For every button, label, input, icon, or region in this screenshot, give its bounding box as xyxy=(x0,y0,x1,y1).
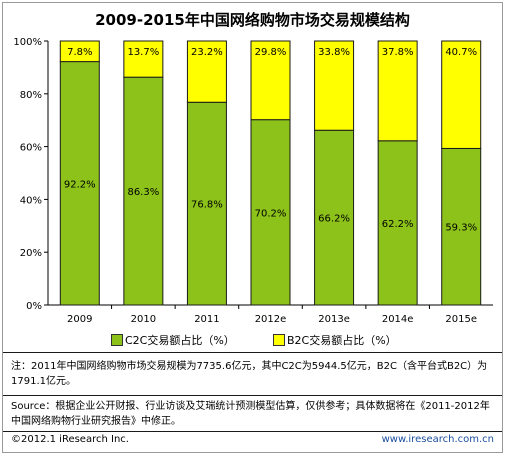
divider-bottom xyxy=(3,431,502,432)
y-tick-label: 0% xyxy=(26,301,42,312)
divider-top xyxy=(3,352,502,353)
chart-title: 2009-2015年中国网络购物市场交易规模结构 xyxy=(95,11,410,29)
bar-label-b2c: 7.8% xyxy=(67,47,92,58)
bar-label-c2c: 59.3% xyxy=(445,223,477,234)
legend-swatch-c2c xyxy=(111,334,123,346)
bar-c2c xyxy=(250,119,291,306)
bar-c2c xyxy=(377,140,418,306)
note-text: 注：2011年中国网络购物市场交易规模为7735.6亿元，其中C2C为5944.… xyxy=(11,361,488,387)
copyright: ©2012.1 iResearch Inc. xyxy=(11,434,129,445)
legend-swatch-b2c xyxy=(273,334,285,346)
bar-b2c xyxy=(377,40,418,142)
x-tick-label: 2015e xyxy=(445,314,477,325)
legend-item-b2c: B2C交易额占比（%） xyxy=(273,332,397,348)
y-tick-label: 80% xyxy=(20,90,42,101)
bar-label-b2c: 33.8% xyxy=(318,47,350,58)
legend-label-c2c: C2C交易额占比（%） xyxy=(125,334,235,347)
y-tick-label: 60% xyxy=(20,143,42,154)
bar-label-b2c: 40.7% xyxy=(445,47,477,58)
bar-b2c xyxy=(441,40,482,149)
bar-b2c xyxy=(186,40,227,103)
bar-label-b2c: 37.8% xyxy=(382,47,414,58)
bar-label-b2c: 13.7% xyxy=(127,47,159,58)
x-tick-label: 2012e xyxy=(255,314,287,325)
legend-item-c2c: C2C交易额占比（%） xyxy=(111,332,235,348)
source-text: Source：根据企业公开财报、行业访谈及艾瑞统计预测模型估算，仅供参考；具体数… xyxy=(11,401,490,427)
bar-label-c2c: 70.2% xyxy=(255,208,287,219)
bar-c2c xyxy=(314,129,355,306)
website-link[interactable]: www.iresearch.com.cn xyxy=(381,434,494,445)
bar-label-c2c: 62.2% xyxy=(382,219,414,230)
legend-label-b2c: B2C交易额占比（%） xyxy=(287,334,397,347)
bar-c2c xyxy=(123,76,164,306)
bar-b2c xyxy=(59,40,100,63)
bar-label-c2c: 86.3% xyxy=(127,187,159,198)
bar-label-c2c: 66.2% xyxy=(318,214,350,225)
x-tick-label: 2014e xyxy=(382,314,414,325)
bar-b2c xyxy=(314,40,355,131)
y-tick-label: 100% xyxy=(13,37,42,48)
stacked-bar-chart: 0% 20% 40% 60% 80% 100% 92.2% 7.8% 2009 86.3% 13.7… xyxy=(13,37,493,325)
y-tick-label: 20% xyxy=(20,248,42,259)
x-tick-label: 2011 xyxy=(194,314,219,325)
y-tick-label: 40% xyxy=(20,195,42,206)
bar-c2c xyxy=(441,147,482,306)
divider-middle xyxy=(3,395,502,396)
bar-label-b2c: 23.2% xyxy=(191,47,223,58)
bar-label-b2c: 29.8% xyxy=(255,47,287,58)
bar-b2c xyxy=(250,40,291,121)
x-tick-label: 2009 xyxy=(67,314,92,325)
bar-label-c2c: 92.2% xyxy=(64,179,96,190)
bar-b2c xyxy=(123,40,164,78)
bar-label-c2c: 76.8% xyxy=(191,200,223,211)
x-tick-label: 2013e xyxy=(318,314,350,325)
x-tick-label: 2010 xyxy=(131,314,156,325)
